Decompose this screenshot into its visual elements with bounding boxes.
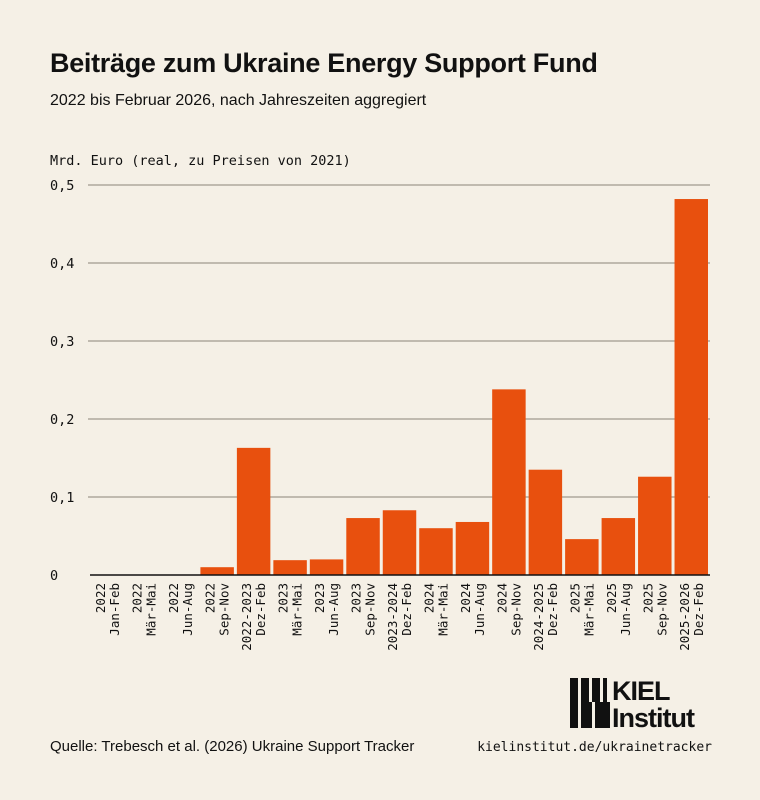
y-tick-label: 0,3 [50,334,74,350]
bar [200,567,234,575]
bar [309,559,344,575]
bar [273,560,307,575]
y-tick-label: 0,2 [50,412,74,428]
chart-title: Beiträge zum Ukraine Energy Support Fund [50,48,598,78]
bar [601,518,636,575]
bar [492,389,526,575]
bar [455,521,490,575]
kiel-institut-logo: KIEL Institut [570,676,715,735]
svg-text:2022: 2022 [130,583,145,613]
svg-text:2024: 2024 [458,583,473,613]
bar-chart: Mrd. Euro (real, zu Preisen von 2021) 0 0… [50,153,710,651]
svg-text:2022-2023: 2022-2023 [239,583,254,651]
svg-text:2025: 2025 [604,583,619,613]
bar [528,469,563,575]
svg-text:2025-2026: 2025-2026 [677,583,692,651]
svg-text:KIEL: KIEL [612,678,670,706]
svg-text:2024: 2024 [494,583,509,613]
svg-text:Jun-Aug: Jun-Aug [618,583,633,636]
svg-text:Sep-Nov: Sep-Nov [654,583,669,636]
svg-text:Dez-Feb: Dez-Feb [399,583,414,636]
x-tick-label: 2022 Mär-Mai [130,583,159,636]
svg-text:Mär-Mai: Mär-Mai [435,583,450,636]
svg-text:2025: 2025 [567,583,582,613]
x-tick-label: 2023 Mär-Mai [276,583,305,636]
y-tick-label: 0,1 [50,490,74,506]
bar [382,510,417,575]
bar [674,199,708,576]
svg-text:Dez-Feb: Dez-Feb [253,583,268,636]
svg-text:Sep-Nov: Sep-Nov [508,583,523,636]
svg-text:Jun-Aug: Jun-Aug [326,583,341,636]
x-tick-label: 2023 Jun-Aug [312,583,341,636]
svg-text:Mär-Mai: Mär-Mai [581,583,596,636]
svg-text:2023: 2023 [276,583,291,613]
svg-text:2023: 2023 [349,583,364,613]
chart-subtitle: 2022 bis Februar 2026, nach Jahreszeiten… [50,92,427,109]
svg-text:2024: 2024 [421,583,436,613]
x-tick-label: 2022 Jan-Feb [93,583,122,636]
y-axis-label: Mrd. Euro (real, zu Preisen von 2021) [50,153,351,169]
y-tick-label: 0,5 [50,178,74,194]
x-tick-label: 2025-2026 Dez-Feb [677,583,706,651]
source-url[interactable]: kielinstitut.de/ukrainetracker [477,740,712,755]
x-tick-label: 2023 Sep-Nov [349,583,378,636]
bar [638,476,672,575]
svg-text:Sep-Nov: Sep-Nov [363,583,378,636]
source-note: Quelle: Trebesch et al. (2026) Ukraine S… [50,738,415,755]
x-tick-label: 2024-2025 Dez-Feb [531,583,560,651]
bar [565,539,599,575]
svg-text:2022: 2022 [203,583,218,613]
svg-text:Institut: Institut [612,703,695,730]
svg-text:2022: 2022 [166,583,181,613]
y-tick-label: 0,4 [50,256,74,272]
x-tick-label: 2025 Jun-Aug [604,583,633,636]
bar [419,528,453,575]
svg-text:Jun-Aug: Jun-Aug [180,583,195,636]
svg-text:2022: 2022 [93,583,108,613]
bar [236,447,271,575]
svg-text:Mär-Mai: Mär-Mai [144,583,159,636]
x-tick-label: 2024 Sep-Nov [494,583,523,636]
x-tick-label: 2022 Sep-Nov [203,583,232,636]
svg-text:Mär-Mai: Mär-Mai [290,583,305,636]
svg-text:Dez-Feb: Dez-Feb [691,583,706,636]
x-tick-label: 2024 Mär-Mai [421,583,450,636]
svg-text:2024-2025: 2024-2025 [531,583,546,651]
x-tick-label: 2022 Jun-Aug [166,583,195,636]
svg-text:Jun-Aug: Jun-Aug [472,583,487,636]
x-tick-label: 2024 Jun-Aug [458,583,487,636]
svg-text:2023-2024: 2023-2024 [385,583,400,651]
svg-text:Dez-Feb: Dez-Feb [545,583,560,636]
svg-text:2025: 2025 [640,583,655,613]
x-tick-label: 2025 Mär-Mai [567,583,596,636]
y-tick-label: 0 [50,568,58,584]
x-tick-label: 2023-2024 Dez-Feb [385,583,414,651]
svg-text:Sep-Nov: Sep-Nov [217,583,232,636]
x-tick-label: 2025 Sep-Nov [640,583,669,636]
bar [346,518,380,575]
svg-text:2023: 2023 [312,583,327,613]
x-tick-label: 2022-2023 Dez-Feb [239,583,268,651]
svg-text:Jan-Feb: Jan-Feb [107,583,122,636]
